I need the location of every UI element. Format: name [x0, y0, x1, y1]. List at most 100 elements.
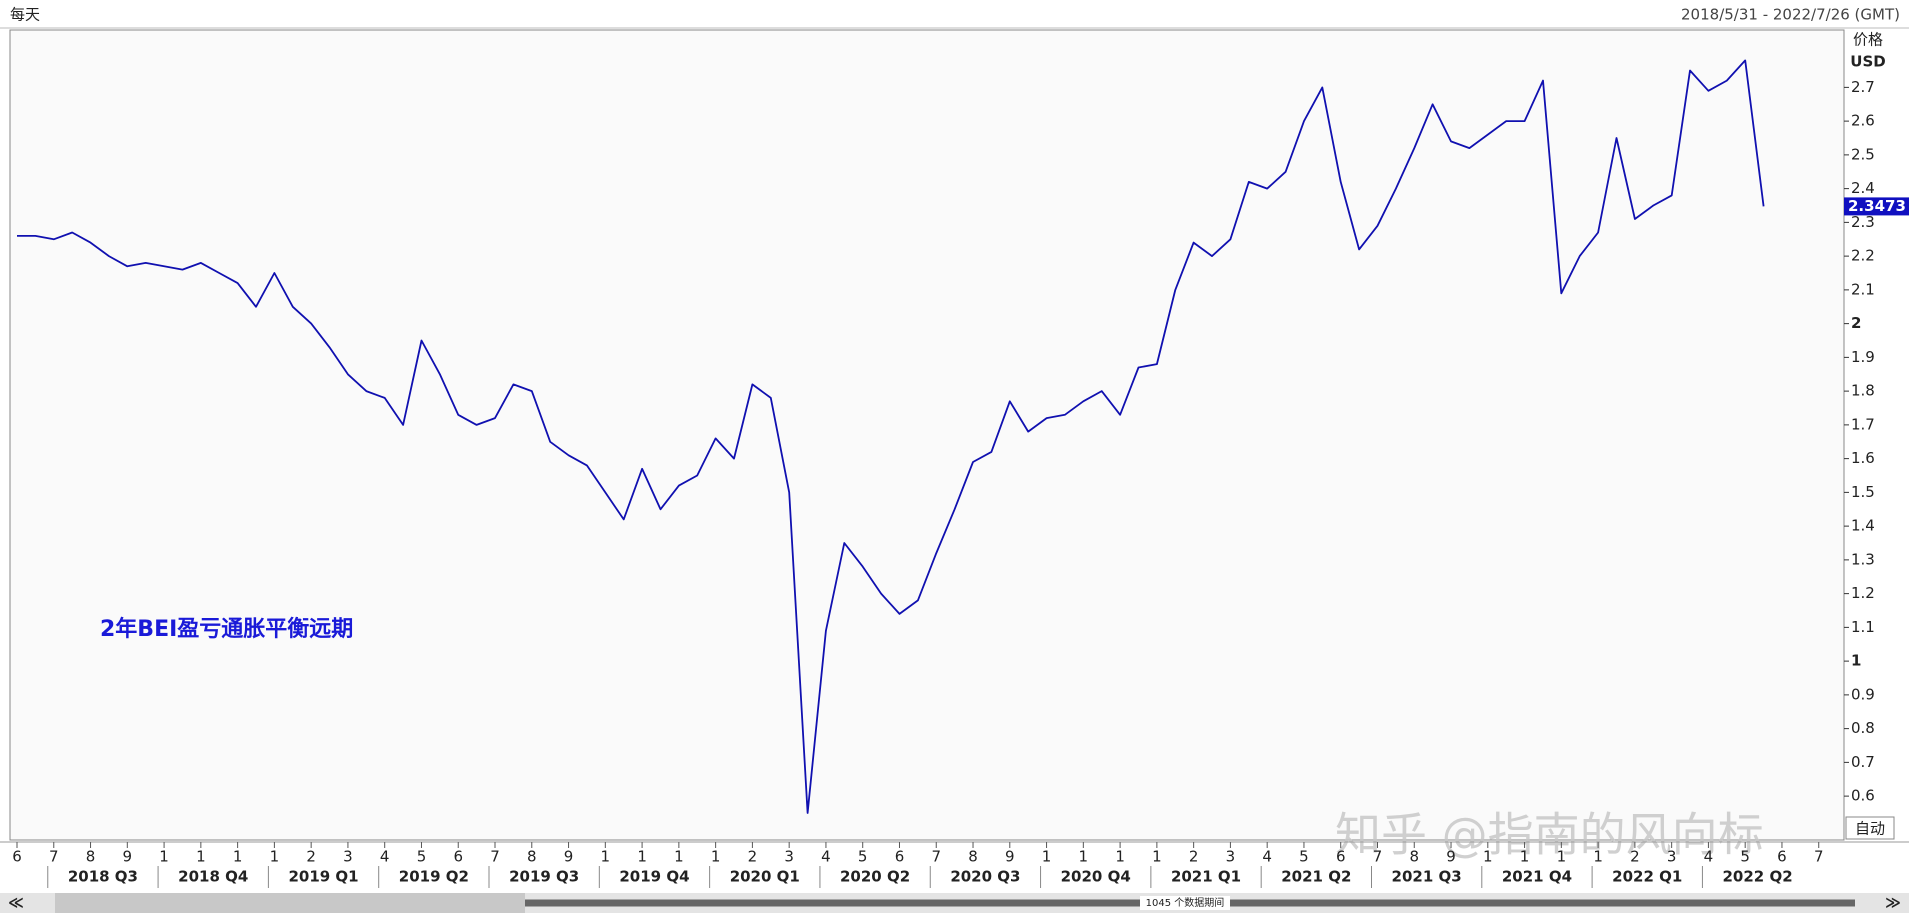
x-tick-label: 6 — [895, 848, 905, 866]
x-tick-label: 1 — [270, 848, 280, 866]
y-tick-label: 2.6 — [1851, 112, 1875, 130]
x-tick-label: 3 — [1667, 848, 1677, 866]
x-tick-label: 1 — [1115, 848, 1125, 866]
annotation: 2年BEI盈亏通胀平衡远期 — [100, 616, 353, 642]
date-range: 2018/5/31 - 2022/7/26 (GMT) — [1681, 6, 1900, 24]
y-tick-label: 1.8 — [1851, 382, 1875, 400]
x-tick-label: 7 — [49, 848, 59, 866]
quarter-label: 2022 Q1 — [1612, 868, 1682, 886]
x-tick-label: 4 — [1704, 848, 1714, 866]
y-tick-label: 1.5 — [1851, 483, 1875, 501]
scroll-left[interactable]: ≪ — [8, 894, 24, 912]
x-tick-label: 1 — [233, 848, 243, 866]
quarter-label: 2018 Q4 — [178, 868, 248, 886]
y-tick-label: 1.1 — [1851, 618, 1875, 636]
quarter-label: 2020 Q3 — [950, 868, 1020, 886]
x-tick-label: 7 — [490, 848, 500, 866]
x-tick-label: 3 — [343, 848, 353, 866]
y-tick-label: 0.8 — [1851, 719, 1875, 737]
y-axis-title: 价格 — [1853, 31, 1883, 49]
x-tick-label: 3 — [784, 848, 794, 866]
x-tick-label: 2 — [748, 848, 758, 866]
x-tick-label: 6 — [12, 848, 22, 866]
quarter-label: 2022 Q2 — [1722, 868, 1792, 886]
x-tick-label: 8 — [1409, 848, 1419, 866]
x-tick-label: 2 — [306, 848, 316, 866]
x-tick-label: 5 — [417, 848, 427, 866]
y-tick-label: 2.7 — [1851, 78, 1875, 96]
x-tick-label: 6 — [453, 848, 463, 866]
y-tick-label: 2.4 — [1851, 179, 1875, 197]
x-tick-label: 9 — [564, 848, 574, 866]
scale-mode[interactable]: 自动 — [1855, 820, 1885, 838]
y-tick-label: 2.1 — [1851, 280, 1875, 298]
x-tick-label: 9 — [123, 848, 133, 866]
y-tick-label: 2.2 — [1851, 247, 1875, 265]
quarter-label: 2018 Q3 — [68, 868, 138, 886]
quarter-label: 2019 Q1 — [288, 868, 358, 886]
x-tick-label: 1 — [711, 848, 721, 866]
quarter-label: 2021 Q4 — [1502, 868, 1572, 886]
x-tick-label: 1 — [674, 848, 684, 866]
x-tick-label: 1 — [196, 848, 206, 866]
scroll-right[interactable]: ≫ — [1885, 894, 1901, 912]
quarter-label: 2019 Q3 — [509, 868, 579, 886]
periods: 1045 个数据期间 — [1146, 896, 1225, 909]
x-tick-label: 5 — [1299, 848, 1309, 866]
y-tick-label: 1.7 — [1851, 415, 1875, 433]
quarter-label: 2020 Q2 — [840, 868, 910, 886]
x-tick-label: 5 — [1740, 848, 1750, 866]
x-tick-label: 9 — [1005, 848, 1015, 866]
y-tick-label: 2.5 — [1851, 145, 1875, 163]
x-tick-label: 4 — [821, 848, 831, 866]
periods-box — [1140, 896, 1230, 910]
x-tick-label: 1 — [1483, 848, 1493, 866]
quarter-label: 2020 Q1 — [730, 868, 800, 886]
x-tick-label: 1 — [1520, 848, 1530, 866]
y-tick-label: 2 — [1851, 314, 1861, 332]
plot-area — [9, 29, 1845, 841]
x-tick-label: 1 — [637, 848, 647, 866]
frequency: 每天 — [10, 6, 40, 24]
last-value-box — [1844, 197, 1909, 216]
x-tick-label: 8 — [968, 848, 978, 866]
x-tick-label: 1 — [1042, 848, 1052, 866]
x-tick-label: 8 — [527, 848, 537, 866]
y-tick-label: 0.9 — [1851, 685, 1875, 703]
x-tick-label: 1 — [1557, 848, 1567, 866]
x-tick-label: 4 — [1262, 848, 1272, 866]
quarter-label: 2020 Q4 — [1061, 868, 1131, 886]
y-tick-label: 2.3 — [1851, 213, 1875, 231]
y-axis-unit: USD — [1850, 53, 1885, 71]
scale-mode-box[interactable] — [1845, 816, 1895, 840]
y-tick-label: 0.6 — [1851, 787, 1875, 805]
y-tick-label: 0.7 — [1851, 753, 1875, 771]
x-tick-label: 6 — [1336, 848, 1346, 866]
x-tick-label: 2 — [1189, 848, 1199, 866]
x-tick-label: 5 — [858, 848, 868, 866]
x-tick-label: 1 — [1593, 848, 1603, 866]
quarter-label: 2019 Q2 — [399, 868, 469, 886]
x-tick-label: 7 — [931, 848, 941, 866]
x-tick-label: 2 — [1630, 848, 1640, 866]
x-tick-label: 7 — [1814, 848, 1824, 866]
x-tick-label: 4 — [380, 848, 390, 866]
quarter-label: 2019 Q4 — [619, 868, 689, 886]
y-tick-label: 1.9 — [1851, 348, 1875, 366]
scroll-thumb[interactable] — [55, 893, 525, 913]
x-tick-label: 7 — [1373, 848, 1383, 866]
quarter-label: 2021 Q1 — [1171, 868, 1241, 886]
quarter-label: 2021 Q2 — [1281, 868, 1351, 886]
line-series — [17, 59, 1765, 814]
y-tick-label: 1.3 — [1851, 550, 1875, 568]
y-tick-label: 1 — [1851, 652, 1861, 670]
x-tick-label: 6 — [1777, 848, 1787, 866]
y-tick-label: 1.4 — [1851, 517, 1875, 535]
x-tick-label: 1 — [159, 848, 169, 866]
watermark: 知乎 @指南的风向标 — [1335, 808, 1764, 862]
quarter-label: 2021 Q3 — [1392, 868, 1462, 886]
x-tick-label: 1 — [1152, 848, 1162, 866]
x-tick-label: 1 — [601, 848, 611, 866]
x-tick-label: 9 — [1446, 848, 1456, 866]
